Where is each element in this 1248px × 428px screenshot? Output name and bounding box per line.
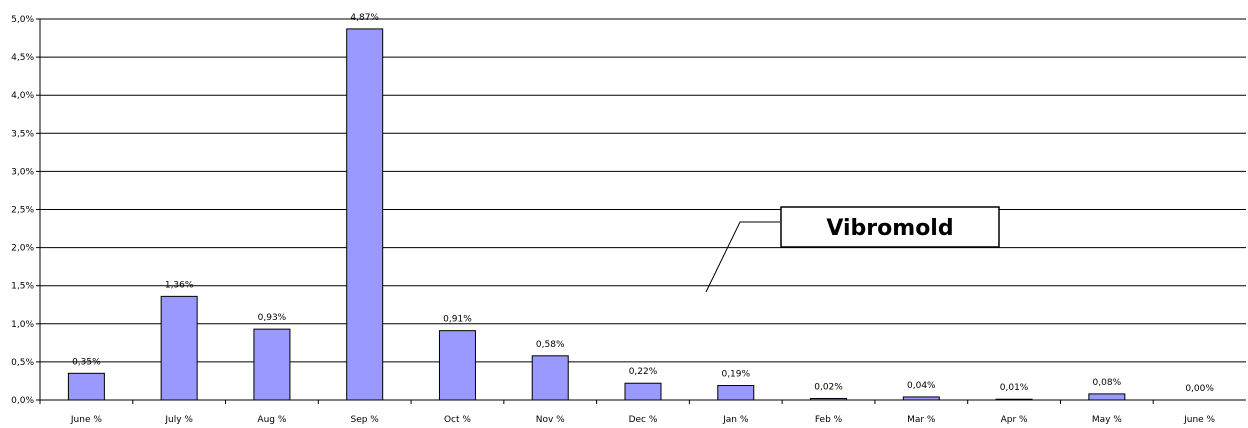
x-tick-label: Feb % bbox=[815, 415, 843, 425]
data-label: 0,19% bbox=[721, 370, 750, 380]
data-label: 0,91% bbox=[443, 315, 472, 325]
bar bbox=[717, 385, 755, 401]
data-label: 1,36% bbox=[165, 280, 194, 290]
x-tick-label: July % bbox=[164, 415, 193, 425]
x-tick-label: Oct % bbox=[444, 415, 471, 425]
bar bbox=[624, 382, 662, 401]
x-tick-label: Apr % bbox=[1001, 415, 1028, 425]
y-tick-label: 3,0% bbox=[11, 167, 34, 177]
bar bbox=[346, 28, 384, 401]
gridlines bbox=[40, 18, 1246, 401]
bar bbox=[1088, 393, 1126, 401]
data-label: 0,02% bbox=[814, 382, 843, 392]
data-label: 0,04% bbox=[907, 381, 936, 391]
y-tick-label: 3,5% bbox=[11, 129, 34, 139]
data-label: 0,58% bbox=[536, 340, 565, 350]
y-tick-label: 2,5% bbox=[11, 206, 34, 216]
bar bbox=[253, 328, 291, 401]
y-tick-label: 4,5% bbox=[11, 53, 34, 63]
y-tick-label: 4,0% bbox=[11, 91, 34, 101]
x-tick-label: Sep % bbox=[350, 415, 379, 425]
y-tick-label: 1,0% bbox=[11, 320, 34, 330]
x-tick-label: Mar % bbox=[907, 415, 936, 425]
bars bbox=[67, 28, 1126, 401]
callout-label: Vibromold bbox=[826, 216, 953, 241]
callout-box bbox=[780, 206, 1000, 248]
y-tick-label: 1,5% bbox=[11, 282, 34, 292]
callout-leader-line bbox=[705, 221, 780, 293]
y-tick-label: 0,5% bbox=[11, 358, 34, 368]
data-label: 0,35% bbox=[72, 357, 101, 367]
bar bbox=[531, 355, 569, 401]
x-axis-ticks: June % July % Aug % Sep % Oct % Nov % Dec % Jan… bbox=[39, 400, 1216, 425]
bar bbox=[67, 372, 105, 401]
data-label: 0,93% bbox=[258, 313, 287, 323]
data-label: 0,01% bbox=[1000, 383, 1029, 393]
y-tick-label: 2,0% bbox=[11, 244, 34, 254]
x-tick-label: Aug % bbox=[257, 415, 286, 425]
data-label: 0,08% bbox=[1093, 378, 1122, 388]
annotation-callout: Vibromold bbox=[705, 206, 1000, 293]
x-tick-label: May % bbox=[1092, 415, 1122, 425]
bar bbox=[438, 330, 476, 401]
data-label: 4,87% bbox=[350, 13, 379, 23]
y-axis-ticks: 0,0% 0,5% 1,0% 1,5% 2,0% 2,5% 3,0% 3,5% 4,0% 4,5%… bbox=[11, 15, 40, 406]
y-tick-label: 0,0% bbox=[11, 396, 34, 406]
data-label: 0,00% bbox=[1185, 384, 1214, 394]
x-tick-label: Jan % bbox=[722, 415, 749, 425]
x-tick-label: June % bbox=[1183, 415, 1215, 425]
x-tick-label: Dec % bbox=[629, 415, 658, 425]
data-labels: 0,35% 1,36% 0,93% 4,87% 0,91% 0,58% 0,22% 0,19%… bbox=[72, 13, 1214, 394]
y-tick-label: 5,0% bbox=[11, 15, 34, 25]
bar bbox=[160, 295, 198, 401]
x-tick-label: Nov % bbox=[536, 415, 565, 425]
data-label: 0,22% bbox=[629, 367, 658, 377]
x-tick-label: June % bbox=[70, 415, 102, 425]
